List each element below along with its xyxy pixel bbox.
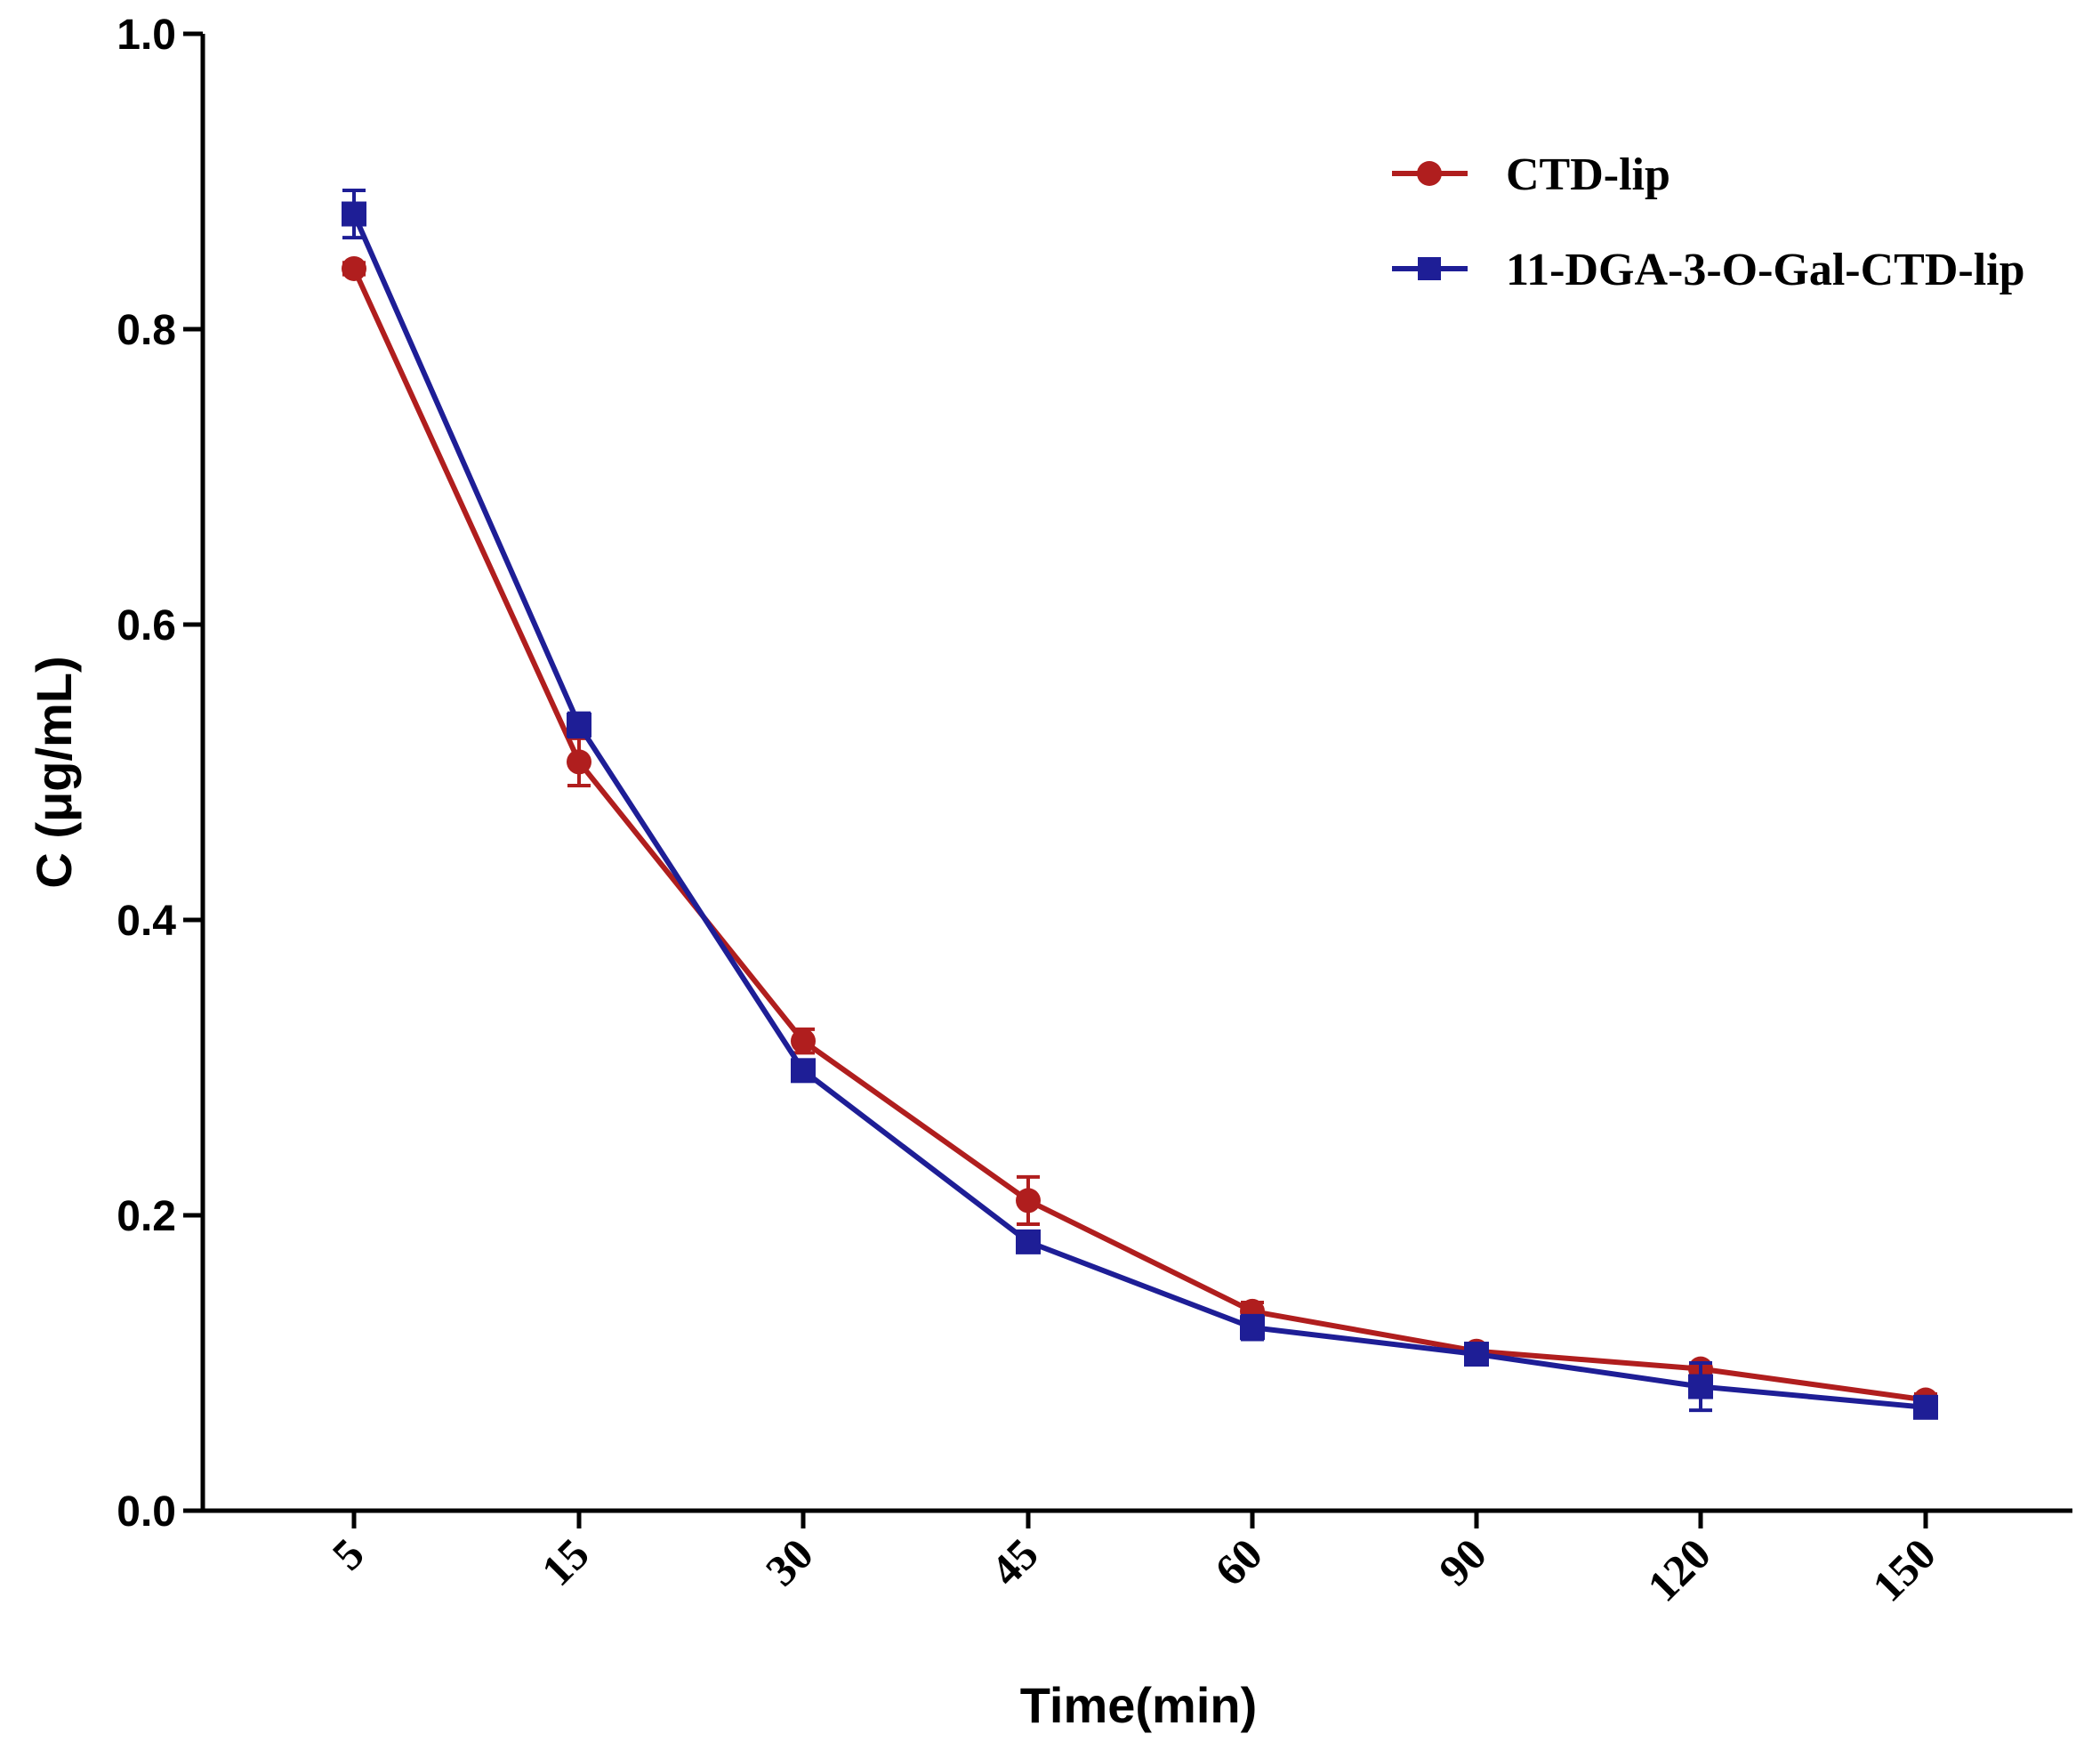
y-tick-label: 0.0 bbox=[117, 1488, 176, 1536]
data-point bbox=[567, 712, 591, 738]
x-ticks: 5 15 30 45 60 90 120 150 bbox=[323, 1511, 1945, 1611]
data-point bbox=[791, 1058, 816, 1084]
data-point bbox=[567, 749, 591, 775]
x-axis-title: Time(min) bbox=[1020, 1677, 1258, 1733]
legend-marker-11-dga bbox=[1418, 257, 1441, 280]
y-tick-label: 1.0 bbox=[117, 12, 176, 59]
x-tick-label: 90 bbox=[1429, 1528, 1496, 1595]
series-line bbox=[351, 267, 1927, 1403]
y-tick-label: 0.6 bbox=[117, 602, 176, 649]
y-axis-title: C (μg/mL) bbox=[26, 656, 82, 888]
data-point bbox=[1016, 1188, 1041, 1214]
data-point bbox=[342, 201, 366, 227]
data-point bbox=[1688, 1374, 1713, 1399]
series-11-dga-3-o-gal-ctd-lip bbox=[342, 188, 1938, 1420]
series-line bbox=[351, 213, 1927, 1410]
legend-label-11-dga: 11-DGA-3-O-Gal-CTD-lip bbox=[1506, 245, 2025, 295]
y-tick-label: 0.8 bbox=[117, 307, 176, 354]
legend-marker-ctd-lip bbox=[1417, 161, 1442, 186]
series-layer bbox=[342, 188, 1938, 1420]
data-point bbox=[1240, 1315, 1265, 1341]
series-ctd-lip bbox=[342, 255, 1938, 1413]
legend: CTD-lip 11-DGA-3-O-Gal-CTD-lip bbox=[1392, 149, 2025, 295]
data-point bbox=[1464, 1342, 1489, 1367]
y-tick-label: 0.2 bbox=[117, 1193, 176, 1240]
x-tick-label: 15 bbox=[532, 1528, 599, 1595]
y-ticks: 0.0 0.2 0.4 0.6 0.8 1.0 bbox=[117, 12, 203, 1536]
x-tick-label: 5 bbox=[323, 1528, 374, 1579]
x-tick-label: 45 bbox=[981, 1528, 1048, 1595]
x-tick-label: 150 bbox=[1863, 1528, 1945, 1611]
data-point bbox=[342, 255, 366, 281]
data-point bbox=[1016, 1229, 1041, 1254]
data-point bbox=[1913, 1394, 1938, 1420]
y-tick-label: 0.4 bbox=[117, 898, 176, 945]
data-point bbox=[791, 1028, 816, 1054]
x-tick-label: 60 bbox=[1205, 1528, 1272, 1595]
legend-label-ctd-lip: CTD-lip bbox=[1506, 149, 1670, 200]
x-tick-label: 120 bbox=[1637, 1528, 1720, 1611]
x-tick-label: 30 bbox=[756, 1528, 823, 1595]
